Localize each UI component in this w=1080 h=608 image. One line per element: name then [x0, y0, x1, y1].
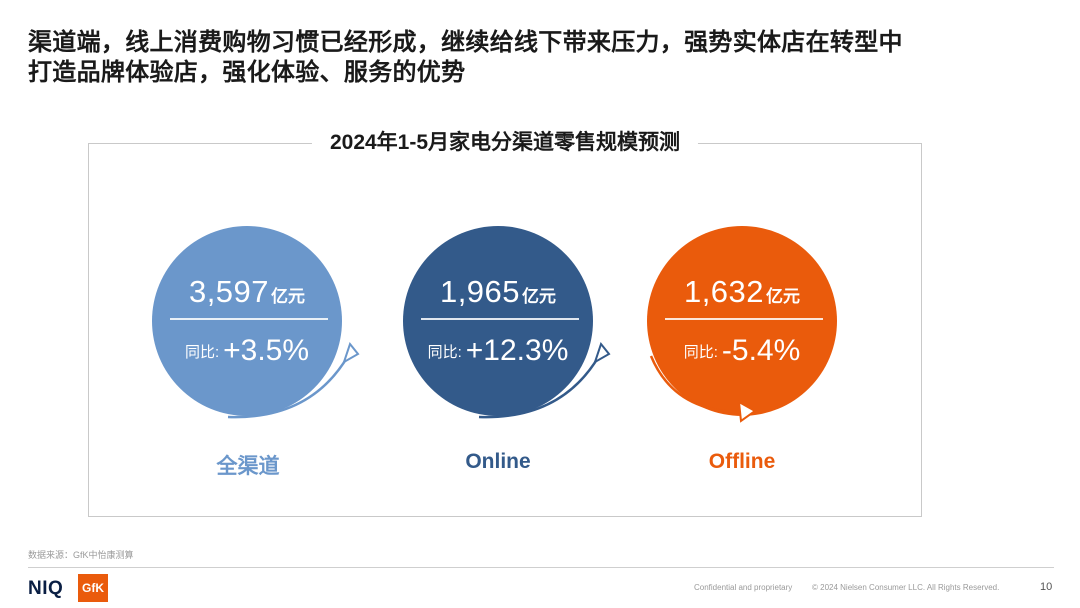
metric-disc	[647, 226, 837, 416]
metric-value: 1,632	[683, 274, 765, 309]
trend-arrow-up-icon	[478, 355, 601, 419]
headline-line-2: 打造品牌体验店，强化体验、服务的优势	[28, 59, 466, 86]
gfk-logo: GfK	[78, 574, 108, 602]
slide-headline: 渠道端，线上消费购物习惯已经形成，继续给线下带来压力，强势实体店在转型中 打造品…	[28, 28, 1048, 88]
confidential-note: Confidential and proprietary	[694, 583, 793, 592]
panel-title: 2024年1-5月家电分渠道零售规模预测	[311, 130, 699, 156]
metric-unit: 亿元	[766, 287, 801, 306]
metric-circle	[647, 226, 837, 423]
data-source-note: 数据来源：GfK中怡康测算	[28, 550, 134, 560]
metric-offline: 1,632 亿元 同比: -5.4%	[647, 226, 837, 423]
metric-value: 3,597	[188, 274, 270, 309]
metric-circle	[403, 226, 611, 419]
niq-logo: NIQ	[28, 578, 64, 599]
metric-disc	[403, 226, 593, 416]
metric-unit: 亿元	[522, 287, 557, 306]
trend-arrow-down-icon	[649, 355, 748, 414]
metric-value: 1,965	[439, 274, 521, 309]
channel-label-online: Online	[465, 450, 531, 473]
yoy-value: +12.3%	[465, 334, 569, 367]
metric-circle	[152, 226, 360, 419]
metric-divider	[421, 318, 579, 320]
metric-divider	[665, 318, 823, 320]
yoy-label: 同比:	[184, 343, 220, 361]
copyright-note: © 2024 Nielsen Consumer LLC. All Rights …	[812, 583, 1000, 592]
metric-all-channels: 3,597 亿元 同比: +3.5%	[152, 226, 360, 419]
metric-divider	[170, 318, 328, 320]
channel-forecast-panel: 2024年1-5月家电分渠道零售规模预测	[88, 130, 922, 517]
footer-divider	[28, 567, 1054, 568]
channel-label-all: 全渠道	[216, 455, 280, 478]
yoy-label: 同比:	[683, 343, 718, 361]
yoy-value: -5.4%	[721, 334, 801, 367]
metric-disc	[152, 226, 342, 416]
yoy-label: 同比:	[427, 343, 462, 361]
metric-unit: 亿元	[271, 287, 306, 306]
channel-label-offline: Offline	[708, 450, 776, 473]
yoy-value: +3.5%	[223, 334, 310, 367]
metric-online: 1,965 亿元 同比: +12.3%	[403, 226, 611, 419]
page-number: 10	[1040, 581, 1053, 593]
headline-line-1: 渠道端，线上消费购物习惯已经形成，继续给线下带来压力，强势实体店在转型中	[28, 29, 903, 56]
trend-arrow-up-icon	[227, 355, 350, 419]
